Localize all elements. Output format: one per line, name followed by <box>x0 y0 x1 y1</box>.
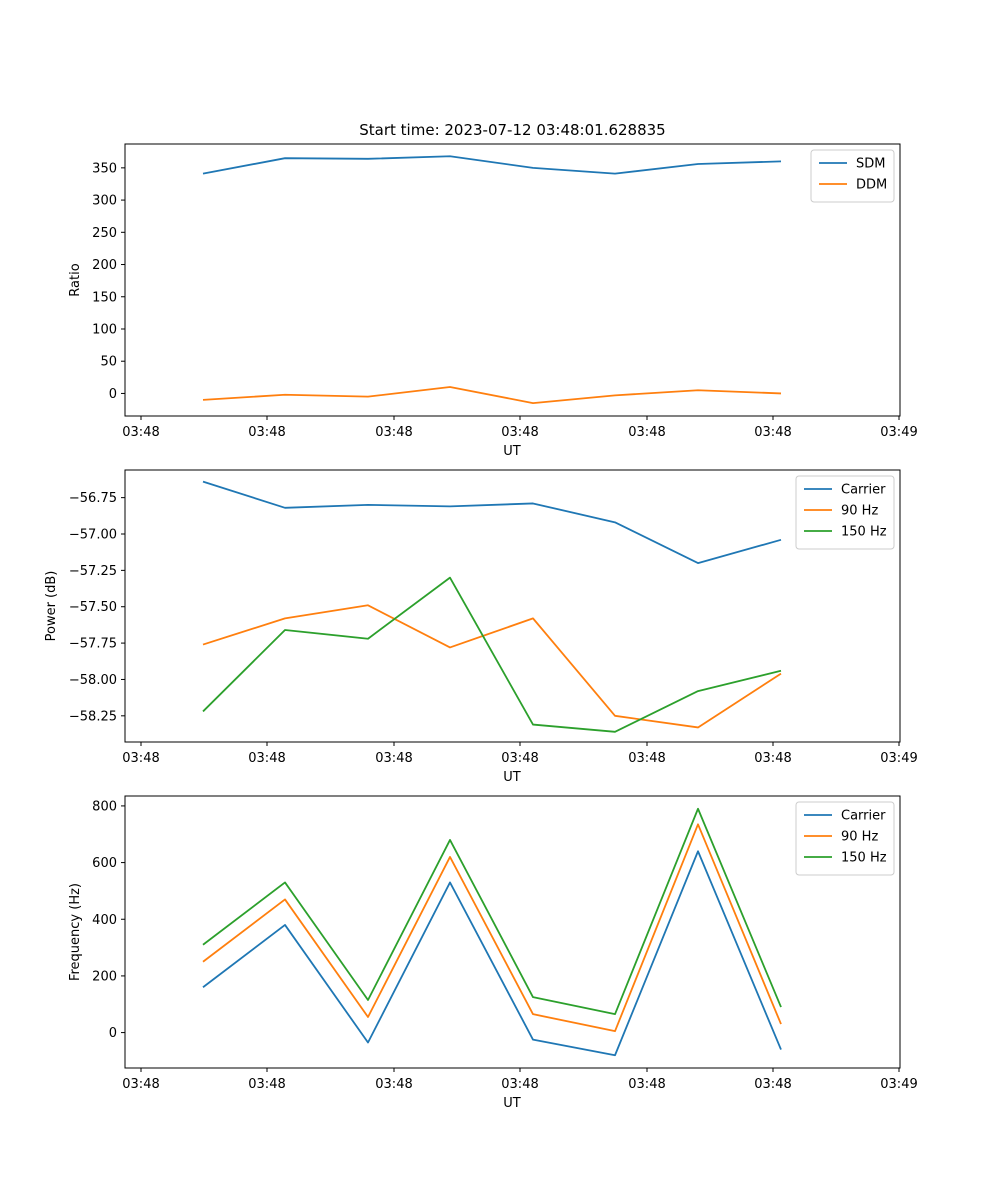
frequency-x-axis-label: UT <box>503 1096 521 1111</box>
ratio-ytick-label: 350 <box>92 161 117 176</box>
power-xtick-label: 03:48 <box>122 751 159 766</box>
ratio-panel: Start time: 2023-07-12 03:48:01.628835 0 5… <box>68 121 918 459</box>
ratio-x-axis-label: UT <box>503 444 521 459</box>
ratio-ytick-label: 300 <box>92 194 117 209</box>
power-ytick-label: −58.25 <box>69 709 117 724</box>
power-ytick-label: −58.00 <box>69 673 117 688</box>
frequency-axes-frame <box>124 795 901 1069</box>
ratio-ytick-label: 50 <box>100 355 117 370</box>
power-ytick-label: −57.25 <box>69 564 117 579</box>
power-xtick-label: 03:48 <box>248 751 285 766</box>
ratio-xtick-label: 03:49 <box>880 425 917 440</box>
power-y-axis-label: Power (dB) <box>44 571 59 642</box>
power-legend-label: 90 Hz <box>841 504 878 519</box>
frequency-xtick-label: 03:48 <box>754 1077 791 1092</box>
power-series-line-carrier <box>202 480 782 564</box>
ratio-xtick-label: 03:48 <box>122 425 159 440</box>
power-xtick-label: 03:48 <box>628 751 665 766</box>
frequency-ytick-label: 0 <box>109 1026 117 1041</box>
ratio-xtick-label: 03:48 <box>375 425 412 440</box>
frequency-xtick-label: 03:48 <box>628 1077 665 1092</box>
frequency-series-line-150-hz <box>202 807 782 1016</box>
power-ytick-label: −57.50 <box>69 600 117 615</box>
ratio-ytick-label: 150 <box>92 290 117 305</box>
frequency-legend-label: Carrier <box>841 809 886 824</box>
ratio-legend-label: DDM <box>856 178 887 193</box>
ratio-series-line-ddm <box>202 386 782 405</box>
frequency-ytick-label: 200 <box>92 969 117 984</box>
ratio-xtick-label: 03:48 <box>628 425 665 440</box>
frequency-series-line-90-hz <box>202 823 782 1033</box>
ratio-axes-frame <box>124 143 901 417</box>
power-xtick-label: 03:48 <box>754 751 791 766</box>
frequency-xtick-label: 03:48 <box>122 1077 159 1092</box>
power-ytick-label: −57.00 <box>69 528 117 543</box>
ratio-xtick-label: 03:48 <box>248 425 285 440</box>
frequency-y-axis-label: Frequency (Hz) <box>68 883 83 981</box>
ratio-ytick-label: 0 <box>109 387 117 402</box>
power-ytick-label: −56.75 <box>69 491 117 506</box>
frequency-series-line-carrier <box>202 850 782 1057</box>
power-xtick-label: 03:48 <box>375 751 412 766</box>
ratio-y-axis-label: Ratio <box>68 263 83 296</box>
frequency-ytick-label: 600 <box>92 856 117 871</box>
frequency-ytick-label: 800 <box>92 799 117 814</box>
frequency-xtick-label: 03:48 <box>248 1077 285 1092</box>
power-legend-label: 150 Hz <box>841 525 887 540</box>
frequency-xtick-label: 03:49 <box>880 1077 917 1092</box>
frequency-ytick-label: 400 <box>92 913 117 928</box>
ratio-ytick-label: 250 <box>92 226 117 241</box>
power-series-line-90-hz <box>202 604 782 729</box>
power-panel: −58.25 −58.00 −57.75 −57.50 −57.25 −57.00 −56.… <box>44 469 918 785</box>
power-xtick-label: 03:48 <box>501 751 538 766</box>
frequency-xtick-label: 03:48 <box>375 1077 412 1092</box>
ratio-legend-label: SDM <box>856 157 885 172</box>
ratio-xtick-label: 03:48 <box>754 425 791 440</box>
power-legend-label: Carrier <box>841 483 886 498</box>
ratio-xtick-label: 03:48 <box>501 425 538 440</box>
frequency-xtick-label: 03:48 <box>501 1077 538 1092</box>
power-xtick-label: 03:49 <box>880 751 917 766</box>
ratio-series-line-sdm <box>202 155 782 175</box>
frequency-legend-label: 90 Hz <box>841 830 878 845</box>
frequency-panel: 0 200 400 600 800 03:48 03:48 03:48 03:48 03:48 03… <box>68 795 918 1111</box>
power-axes-frame <box>124 469 901 743</box>
frequency-legend-label: 150 Hz <box>841 851 887 866</box>
chart-title: Start time: 2023-07-12 03:48:01.628835 <box>359 121 665 139</box>
ratio-ytick-label: 200 <box>92 258 117 273</box>
power-x-axis-label: UT <box>503 770 521 785</box>
ratio-ytick-label: 100 <box>92 322 117 337</box>
power-series-line-150-hz <box>202 576 782 733</box>
power-ytick-label: −57.75 <box>69 637 117 652</box>
